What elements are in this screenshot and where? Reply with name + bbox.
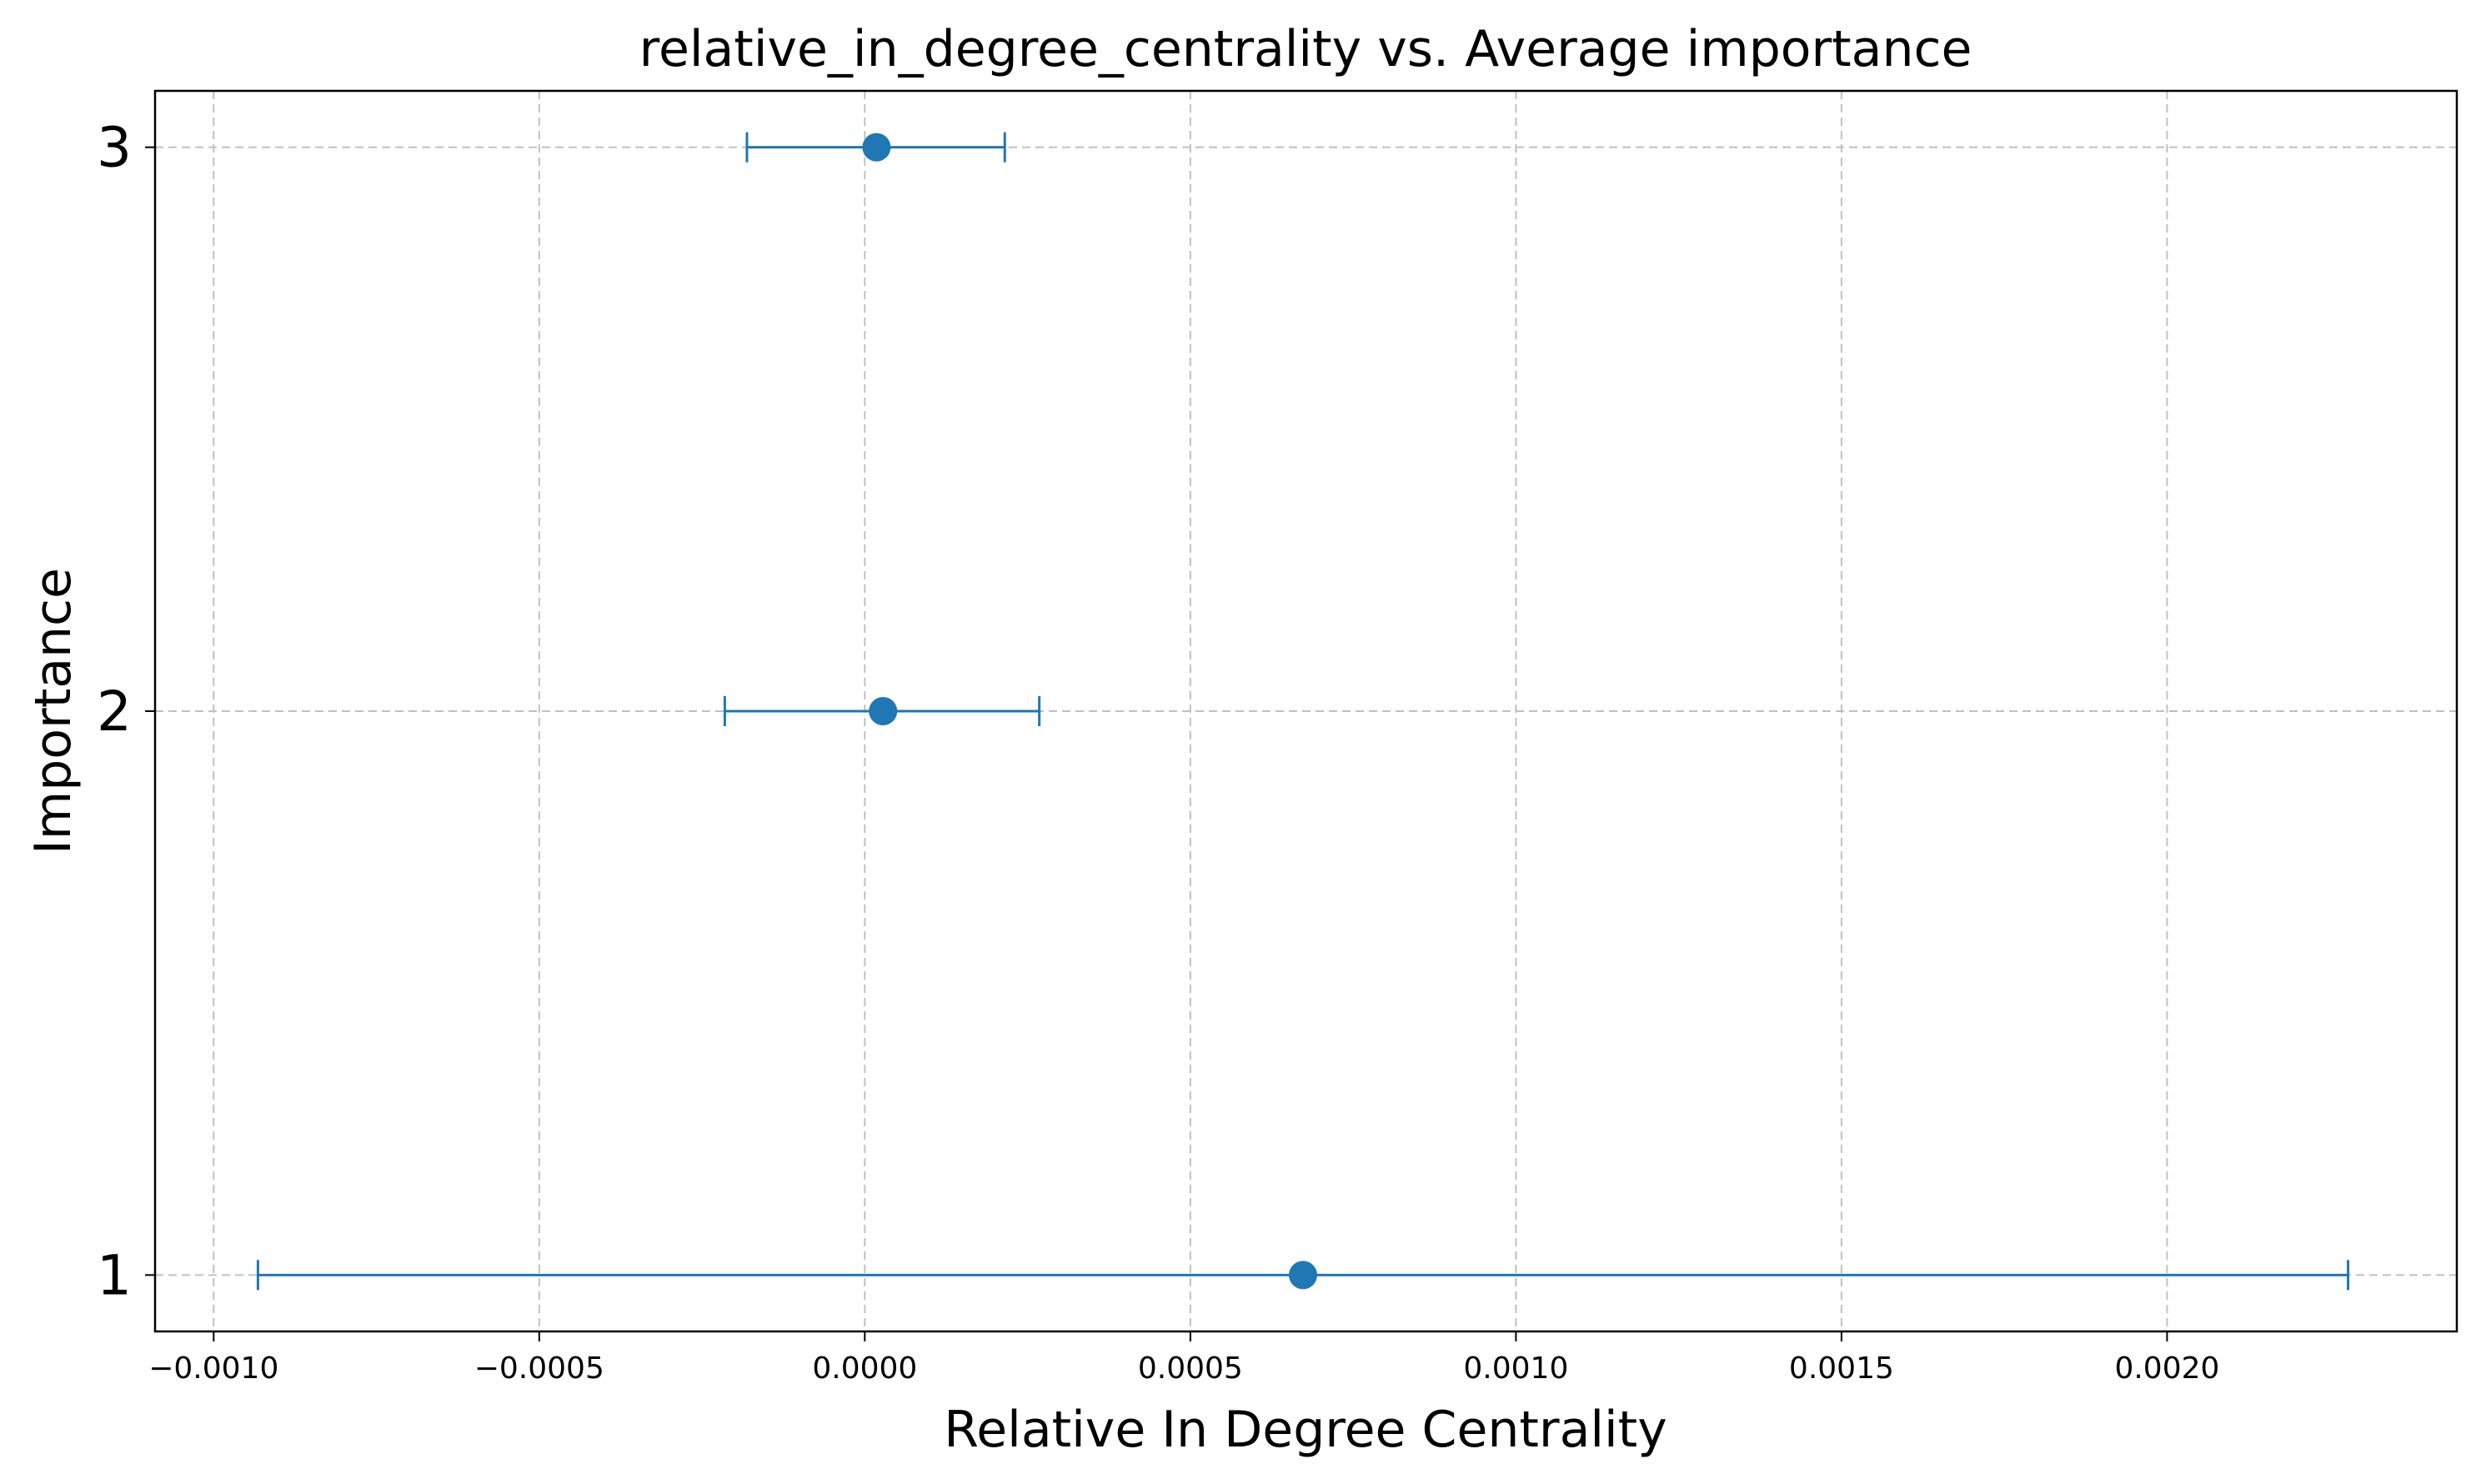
data-point <box>1288 1261 1317 1290</box>
chart-title: relative_in_degree_centrality vs. Averag… <box>639 20 1972 78</box>
x-tick-label: 0.0020 <box>2114 1351 2219 1386</box>
x-tick-label: 0.0000 <box>812 1351 917 1386</box>
x-axis-label: Relative In Degree Centrality <box>944 1401 1667 1459</box>
y-tick-label: 1 <box>97 1243 132 1307</box>
y-tick-label: 2 <box>97 679 132 744</box>
x-tick-label: −0.0010 <box>148 1351 278 1386</box>
point-layer <box>862 133 1317 1290</box>
y-tick-label: 3 <box>97 116 132 180</box>
y-axis-label: Importance <box>24 568 83 855</box>
data-point <box>869 697 898 725</box>
x-tick-label: 0.0010 <box>1463 1351 1568 1386</box>
x-tick-label: 0.0015 <box>1789 1351 1894 1386</box>
x-tick-label: 0.0005 <box>1138 1351 1243 1386</box>
x-tick-label: −0.0005 <box>474 1351 604 1386</box>
tick-layer: −0.0010 −0.0005 0.0000 0.0005 0.0010 0.0015 0.… <box>97 116 2219 1386</box>
data-point <box>862 133 891 162</box>
